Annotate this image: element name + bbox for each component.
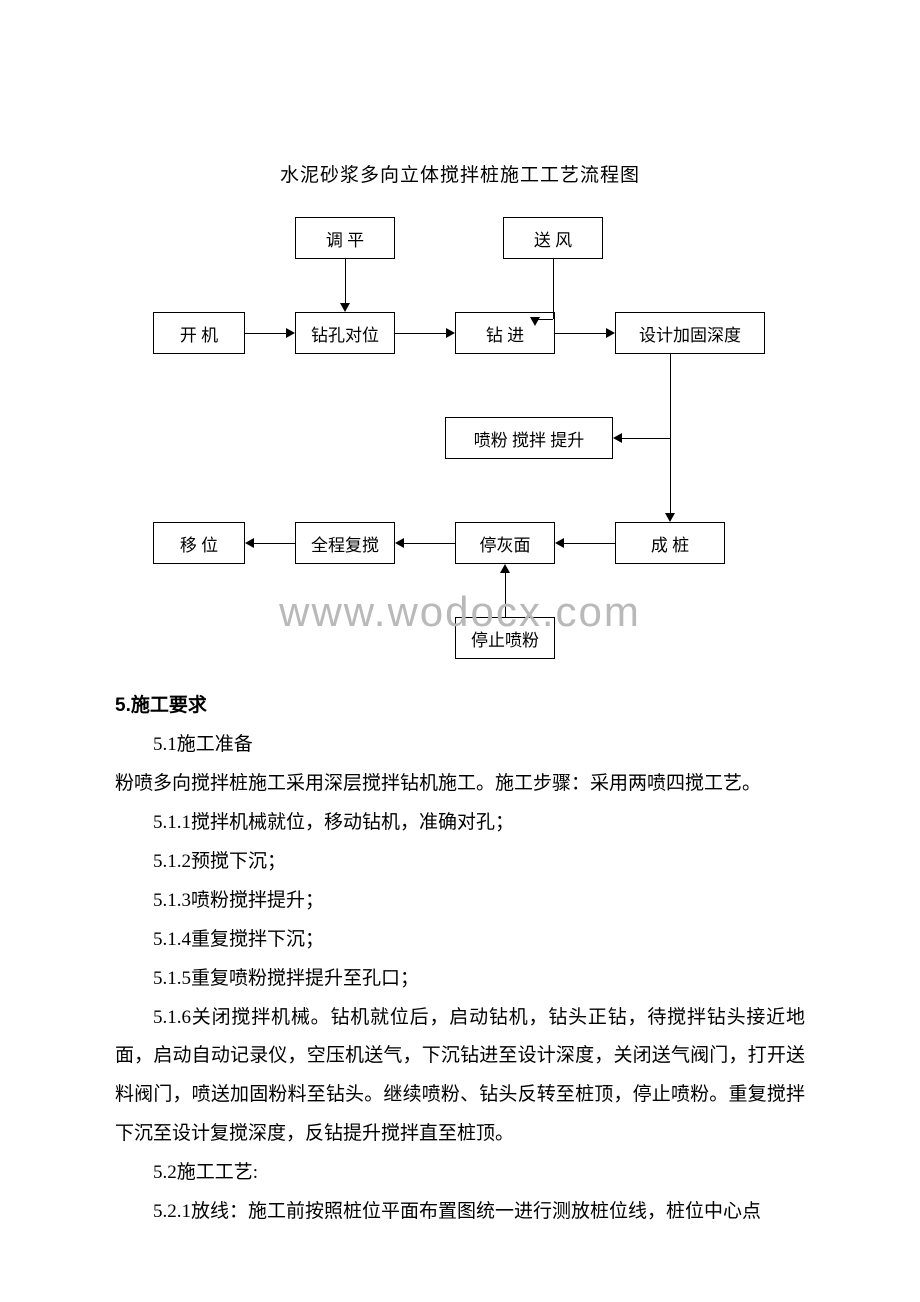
chart-title: 水泥砂浆多向立体搅拌桩施工工艺流程图	[115, 160, 805, 187]
arrow-head	[606, 328, 615, 338]
para-5-1-1: 5.1.1搅拌机械就位，移动钻机，准确对孔；	[115, 804, 805, 843]
arrow-head	[555, 538, 564, 548]
para-5-1: 5.1施工准备	[115, 726, 805, 765]
para-5-2: 5.2施工工艺:	[115, 1154, 805, 1193]
para-5-1-4: 5.1.4重复搅拌下沉；	[115, 921, 805, 960]
arrow	[555, 333, 606, 334]
document-body: 5.施工要求 5.1施工准备 粉喷多向搅拌桩施工采用深层搅拌钻机施工。施工步骤：…	[115, 687, 805, 1232]
node-songfeng: 送 风	[503, 217, 603, 259]
node-yiwei: 移 位	[153, 522, 245, 564]
arrow	[564, 543, 615, 544]
node-kaiji: 开 机	[153, 312, 245, 354]
arrow-head	[613, 433, 622, 443]
para-5-1-5: 5.1.5重复喷粉搅拌提升至孔口；	[115, 960, 805, 999]
para-5-1-2: 5.1.2预搅下沉；	[115, 843, 805, 882]
para-5-1-3: 5.1.3喷粉搅拌提升；	[115, 882, 805, 921]
arrow-head	[446, 328, 455, 338]
arrow-head	[530, 317, 540, 326]
arrow	[670, 354, 671, 438]
para-5-2-1: 5.2.1放线：施工前按照桩位平面布置图统一进行测放桩位线，桩位中心点	[115, 1193, 805, 1232]
para-5-1-6: 5.1.6关闭搅拌机械。钻机就位后，启动钻机，钻头正钻，待搅拌钻头接近地面，启动…	[115, 999, 805, 1155]
arrow	[395, 333, 446, 334]
arrow-head	[245, 538, 254, 548]
arrow	[345, 259, 346, 303]
arrow-head	[286, 328, 295, 338]
arrow	[254, 543, 295, 544]
watermark: www.wodocx.com	[0, 588, 920, 636]
section-5-title: 5.施工要求	[115, 687, 805, 726]
arrow-head	[500, 564, 510, 573]
para-5-1-intro: 粉喷多向搅拌桩施工采用深层搅拌钻机施工。施工步骤：采用两喷四搅工艺。	[115, 765, 805, 804]
node-tinghuimian: 停灰面	[455, 522, 555, 564]
arrow	[553, 259, 554, 319]
arrow	[245, 333, 286, 334]
arrow-head	[395, 538, 404, 548]
node-zuankong: 钻孔对位	[295, 312, 395, 354]
node-shendu: 设计加固深度	[615, 312, 765, 354]
arrow	[404, 543, 455, 544]
arrow-head	[340, 303, 350, 312]
node-tiaoping: 调 平	[295, 217, 395, 259]
arrow	[670, 438, 671, 513]
arrow-head	[665, 513, 675, 522]
node-chengzhuang: 成 桩	[615, 522, 725, 564]
arrow	[622, 438, 670, 439]
node-penfen: 喷粉 搅拌 提升	[445, 417, 613, 459]
node-fujiao: 全程复搅	[295, 522, 395, 564]
